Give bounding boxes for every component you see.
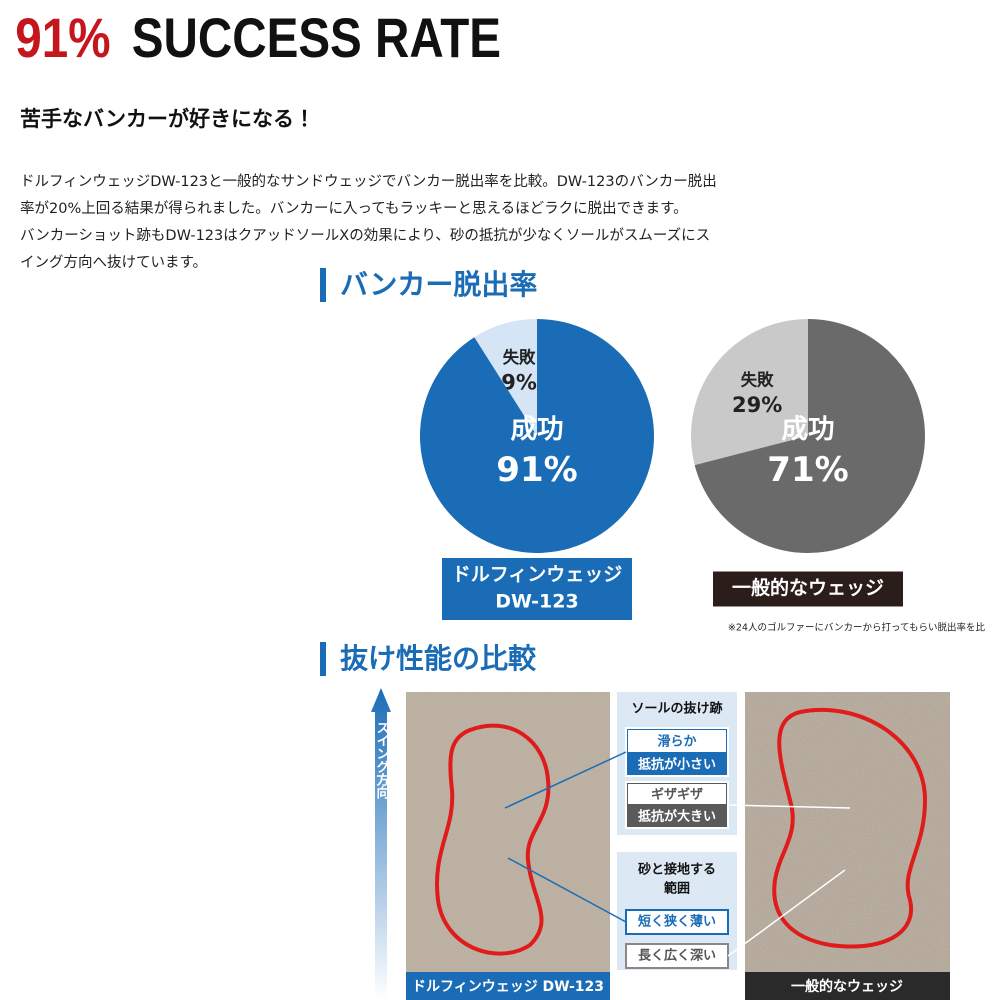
callout-line (727, 869, 846, 957)
heading-bar (320, 642, 326, 676)
trace-outline (435, 723, 551, 956)
pie-slice (691, 319, 808, 466)
pie-charts: 失敗9%成功91%ドルフィンウェッジDW-123失敗29%成功71%一般的なウェ… (420, 319, 926, 620)
slice-category: 失敗 (741, 370, 774, 389)
pie-name-box (713, 571, 903, 607)
pie-name: DW-123 (495, 591, 578, 613)
arrow-label: スイング方向 (374, 721, 390, 800)
pie-name: ドルフィンウェッジ (452, 564, 623, 586)
info-title: 砂と接地する (638, 862, 716, 878)
photo-label-bg (745, 972, 950, 1000)
slice-category: 成功 (510, 414, 563, 445)
subtitle: 苦手なバンカーが好きになる！ (20, 107, 315, 131)
title: SUCCESS RATE (132, 7, 501, 69)
slice-value-label: 29% (732, 393, 782, 417)
bad-box-top (628, 784, 726, 804)
title-highlight: 91% (15, 7, 110, 69)
photo-label: ドルフィンウェッジ DW-123 (412, 979, 604, 995)
pie-slice (694, 319, 926, 553)
section-heading: バンカー脱出率 (340, 268, 537, 301)
info-title: 範囲 (664, 881, 690, 897)
bad-label: 長く広く深い (638, 949, 716, 964)
sand-texture (406, 692, 610, 1000)
bad-label: ギザギザ (651, 787, 703, 803)
good-label: 抵抗が小さい (638, 757, 716, 773)
heading-bar (320, 268, 326, 302)
callout-line (507, 857, 627, 923)
pie-name-box (442, 558, 632, 620)
good-label: 滑らか (657, 734, 696, 750)
paragraph-line: バンカーショット跡もDW-123はクアッドソールXの効果により、砂の抵抗が少なく… (20, 227, 710, 244)
section-heading: 抜け性能の比較 (340, 642, 537, 675)
paragraph: ドルフィンウェッジDW-123と一般的なサンドウェッジでバンカー脱出率を比較。D… (20, 173, 717, 271)
good-label: 短く狭く薄い (638, 914, 716, 930)
pie-slice (474, 319, 537, 436)
pie-name: 一般的なウェッジ (732, 576, 884, 599)
swing-arrow (371, 688, 391, 1000)
slice-category: 成功 (781, 414, 834, 445)
slice-value-label: 91% (496, 450, 577, 490)
callout-lines (504, 751, 851, 957)
footnote: ※24人のゴルファーにバンカーから打ってもらい脱出率を比 (728, 622, 986, 634)
bad-label: 抵抗が大きい (638, 809, 716, 825)
paragraph-line: イング方向へ抜けています。 (20, 254, 207, 271)
pie-slice (420, 319, 655, 553)
callout-line (727, 804, 851, 809)
photo-label: 一般的なウェッジ (791, 978, 903, 995)
bad-box (625, 943, 729, 969)
slice-value-label: 71% (767, 450, 848, 490)
slice-category: 失敗 (503, 348, 536, 367)
callout-line (504, 751, 627, 809)
good-box-top (628, 730, 726, 752)
info-title: ソールの抜け跡 (631, 701, 722, 717)
paragraph-line: ドルフィンウェッジDW-123と一般的なサンドウェッジでバンカー脱出率を比較。D… (20, 173, 717, 190)
photo-label-bg (406, 972, 610, 1000)
paragraph-line: 率が20%上回る結果が得られました。バンカーに入ってもラッキーと思えるほどラクに… (20, 200, 688, 217)
trace-outline (772, 707, 928, 949)
